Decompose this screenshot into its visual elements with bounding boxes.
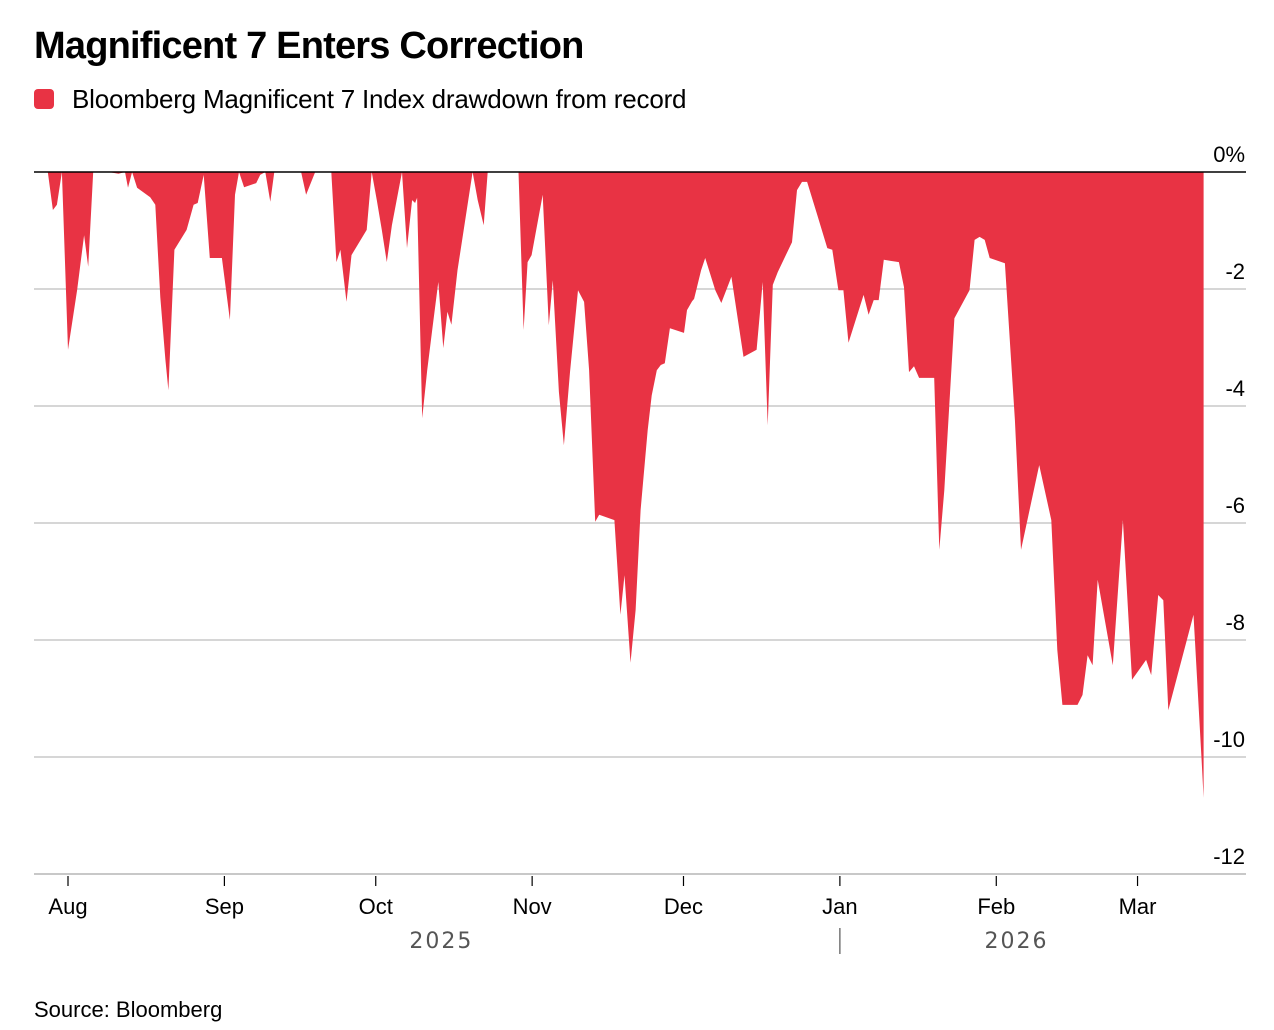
y-tick-label: -10 <box>1213 727 1245 752</box>
legend: Bloomberg Magnificent 7 Index drawdown f… <box>34 84 687 114</box>
y-tick-label: -12 <box>1213 844 1245 869</box>
y-tick-label: -8 <box>1225 610 1245 635</box>
y-axis: 0% -2 -4 -6 -8 -10 -12 <box>1213 142 1245 869</box>
legend-label: Bloomberg Magnificent 7 Index drawdown f… <box>72 84 687 114</box>
source-note: Source: Bloomberg <box>34 997 223 1022</box>
y-tick-label: -4 <box>1225 376 1245 401</box>
x-axis: Aug Sep Oct Nov Dec Jan Feb Mar 2025 2026 <box>48 876 1156 954</box>
x-tick-label: Feb <box>977 894 1015 919</box>
series-area-fill <box>47 172 1204 798</box>
x-tick-label: Jan <box>822 894 857 919</box>
year-label: 2025 <box>409 929 473 954</box>
chart-title: Magnificent 7 Enters Correction <box>34 25 584 67</box>
x-tick-label: Oct <box>359 894 393 919</box>
x-tick-label: Nov <box>513 894 552 919</box>
year-label: 2026 <box>984 929 1048 954</box>
series-area <box>47 172 1204 798</box>
y-tick-label: -2 <box>1225 259 1245 284</box>
x-tick-label: Mar <box>1119 894 1157 919</box>
y-tick-label: -6 <box>1225 493 1245 518</box>
x-tick-label: Aug <box>48 894 87 919</box>
legend-swatch <box>34 89 54 109</box>
x-tick-label: Sep <box>205 894 244 919</box>
x-tick-label: Dec <box>664 894 703 919</box>
y-tick-label: 0% <box>1213 142 1245 167</box>
